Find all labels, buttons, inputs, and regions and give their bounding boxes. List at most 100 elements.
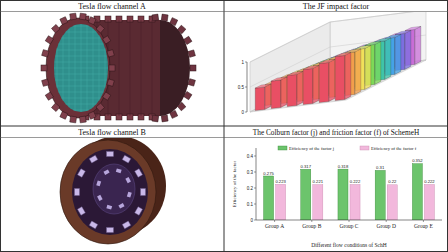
vane <box>107 228 114 233</box>
data-label: 0.221 <box>313 179 324 184</box>
bar3d <box>319 59 335 102</box>
axis-title: Different flow conditions of SchH <box>311 242 386 248</box>
bar-side <box>313 65 319 103</box>
legend-label: Efficiency of the factor f <box>371 146 417 151</box>
rib <box>79 116 86 123</box>
rib <box>102 36 110 44</box>
vane <box>78 169 86 178</box>
bar <box>264 176 274 220</box>
mesh-line <box>61 38 101 39</box>
bar-top <box>287 71 303 75</box>
bar-front <box>287 74 297 106</box>
tick <box>386 220 387 222</box>
mesh-line <box>65 104 96 105</box>
tick <box>254 172 256 173</box>
bar-side <box>415 26 421 64</box>
bar <box>375 170 385 220</box>
data-label: 0.275 <box>263 171 274 176</box>
cylinder-inner <box>72 149 148 235</box>
tick <box>274 220 275 222</box>
bar <box>276 184 286 220</box>
data-label: 0.317 <box>301 164 312 169</box>
bar-side <box>355 49 361 95</box>
bar-top-tint <box>365 41 381 45</box>
bar-top <box>319 59 335 63</box>
inner-ring <box>93 164 135 214</box>
data-label: 0.222 <box>350 179 361 184</box>
bar-top-tint <box>287 71 303 75</box>
vane <box>78 207 86 216</box>
mesh-line <box>54 68 108 69</box>
mesh-line <box>54 74 107 75</box>
rib <box>188 79 195 86</box>
rib <box>88 111 96 119</box>
rib <box>70 13 77 20</box>
bar3d <box>303 65 319 104</box>
tick <box>254 156 256 157</box>
rib <box>42 50 49 57</box>
vane <box>89 155 98 163</box>
cylinder-front <box>60 140 156 244</box>
category-label: Group C <box>339 223 358 229</box>
vane <box>116 168 122 173</box>
channel-b <box>60 138 166 244</box>
bar-side <box>345 52 351 99</box>
seam <box>141 20 142 116</box>
panel-title: Tesla flow channel B <box>78 128 146 137</box>
rib <box>184 91 192 99</box>
bar3d <box>287 71 303 106</box>
vane <box>97 195 103 201</box>
bar-side <box>297 71 303 105</box>
rib <box>188 50 195 57</box>
bar <box>424 184 434 220</box>
mesh-line <box>61 98 101 99</box>
tick <box>245 112 247 113</box>
bar <box>412 164 422 220</box>
title-rule <box>0 137 448 138</box>
bar-side <box>281 77 287 108</box>
bar-top-tint <box>303 65 319 69</box>
bar <box>350 184 360 220</box>
bar-front <box>271 80 281 109</box>
bar-side <box>405 30 411 69</box>
seam <box>130 20 131 116</box>
bar-top-tint <box>319 59 335 63</box>
bar-top <box>395 30 411 34</box>
bar-side <box>395 34 401 74</box>
rib <box>60 17 68 25</box>
tick <box>254 204 256 205</box>
tick <box>245 87 247 88</box>
tick <box>311 220 312 222</box>
vane <box>75 189 80 196</box>
mesh-line <box>73 110 89 111</box>
bar-top <box>365 41 381 45</box>
data-label: 0.222 <box>424 179 435 184</box>
axis-title: Efficiency of the factor <box>232 160 237 207</box>
vane <box>107 152 114 157</box>
bar-side <box>265 84 271 110</box>
bar <box>313 185 323 220</box>
bar-top-tint <box>395 30 411 34</box>
mesh-line <box>54 62 107 63</box>
category-label: Group E <box>414 223 433 229</box>
mesh-line <box>73 26 89 27</box>
rib <box>41 65 47 71</box>
bar-top-tint <box>405 26 421 30</box>
tick-label: 0.3 <box>247 170 254 175</box>
data-label: 0.22 <box>388 179 397 184</box>
bar-top-tint <box>255 84 271 88</box>
chart-title: The JF impact factor <box>303 2 370 11</box>
bar3d <box>335 52 351 100</box>
data-label: 0.318 <box>338 164 349 169</box>
rib <box>161 115 168 122</box>
mesh-line <box>55 56 107 57</box>
bar <box>301 169 311 220</box>
rib <box>190 65 196 71</box>
bar-top <box>405 26 421 30</box>
bar-top <box>335 52 351 56</box>
tick-label: 0.5 <box>238 85 245 90</box>
tick-label: 0 <box>250 218 253 223</box>
rib <box>161 14 168 21</box>
vane <box>103 169 109 175</box>
vane <box>135 207 143 216</box>
